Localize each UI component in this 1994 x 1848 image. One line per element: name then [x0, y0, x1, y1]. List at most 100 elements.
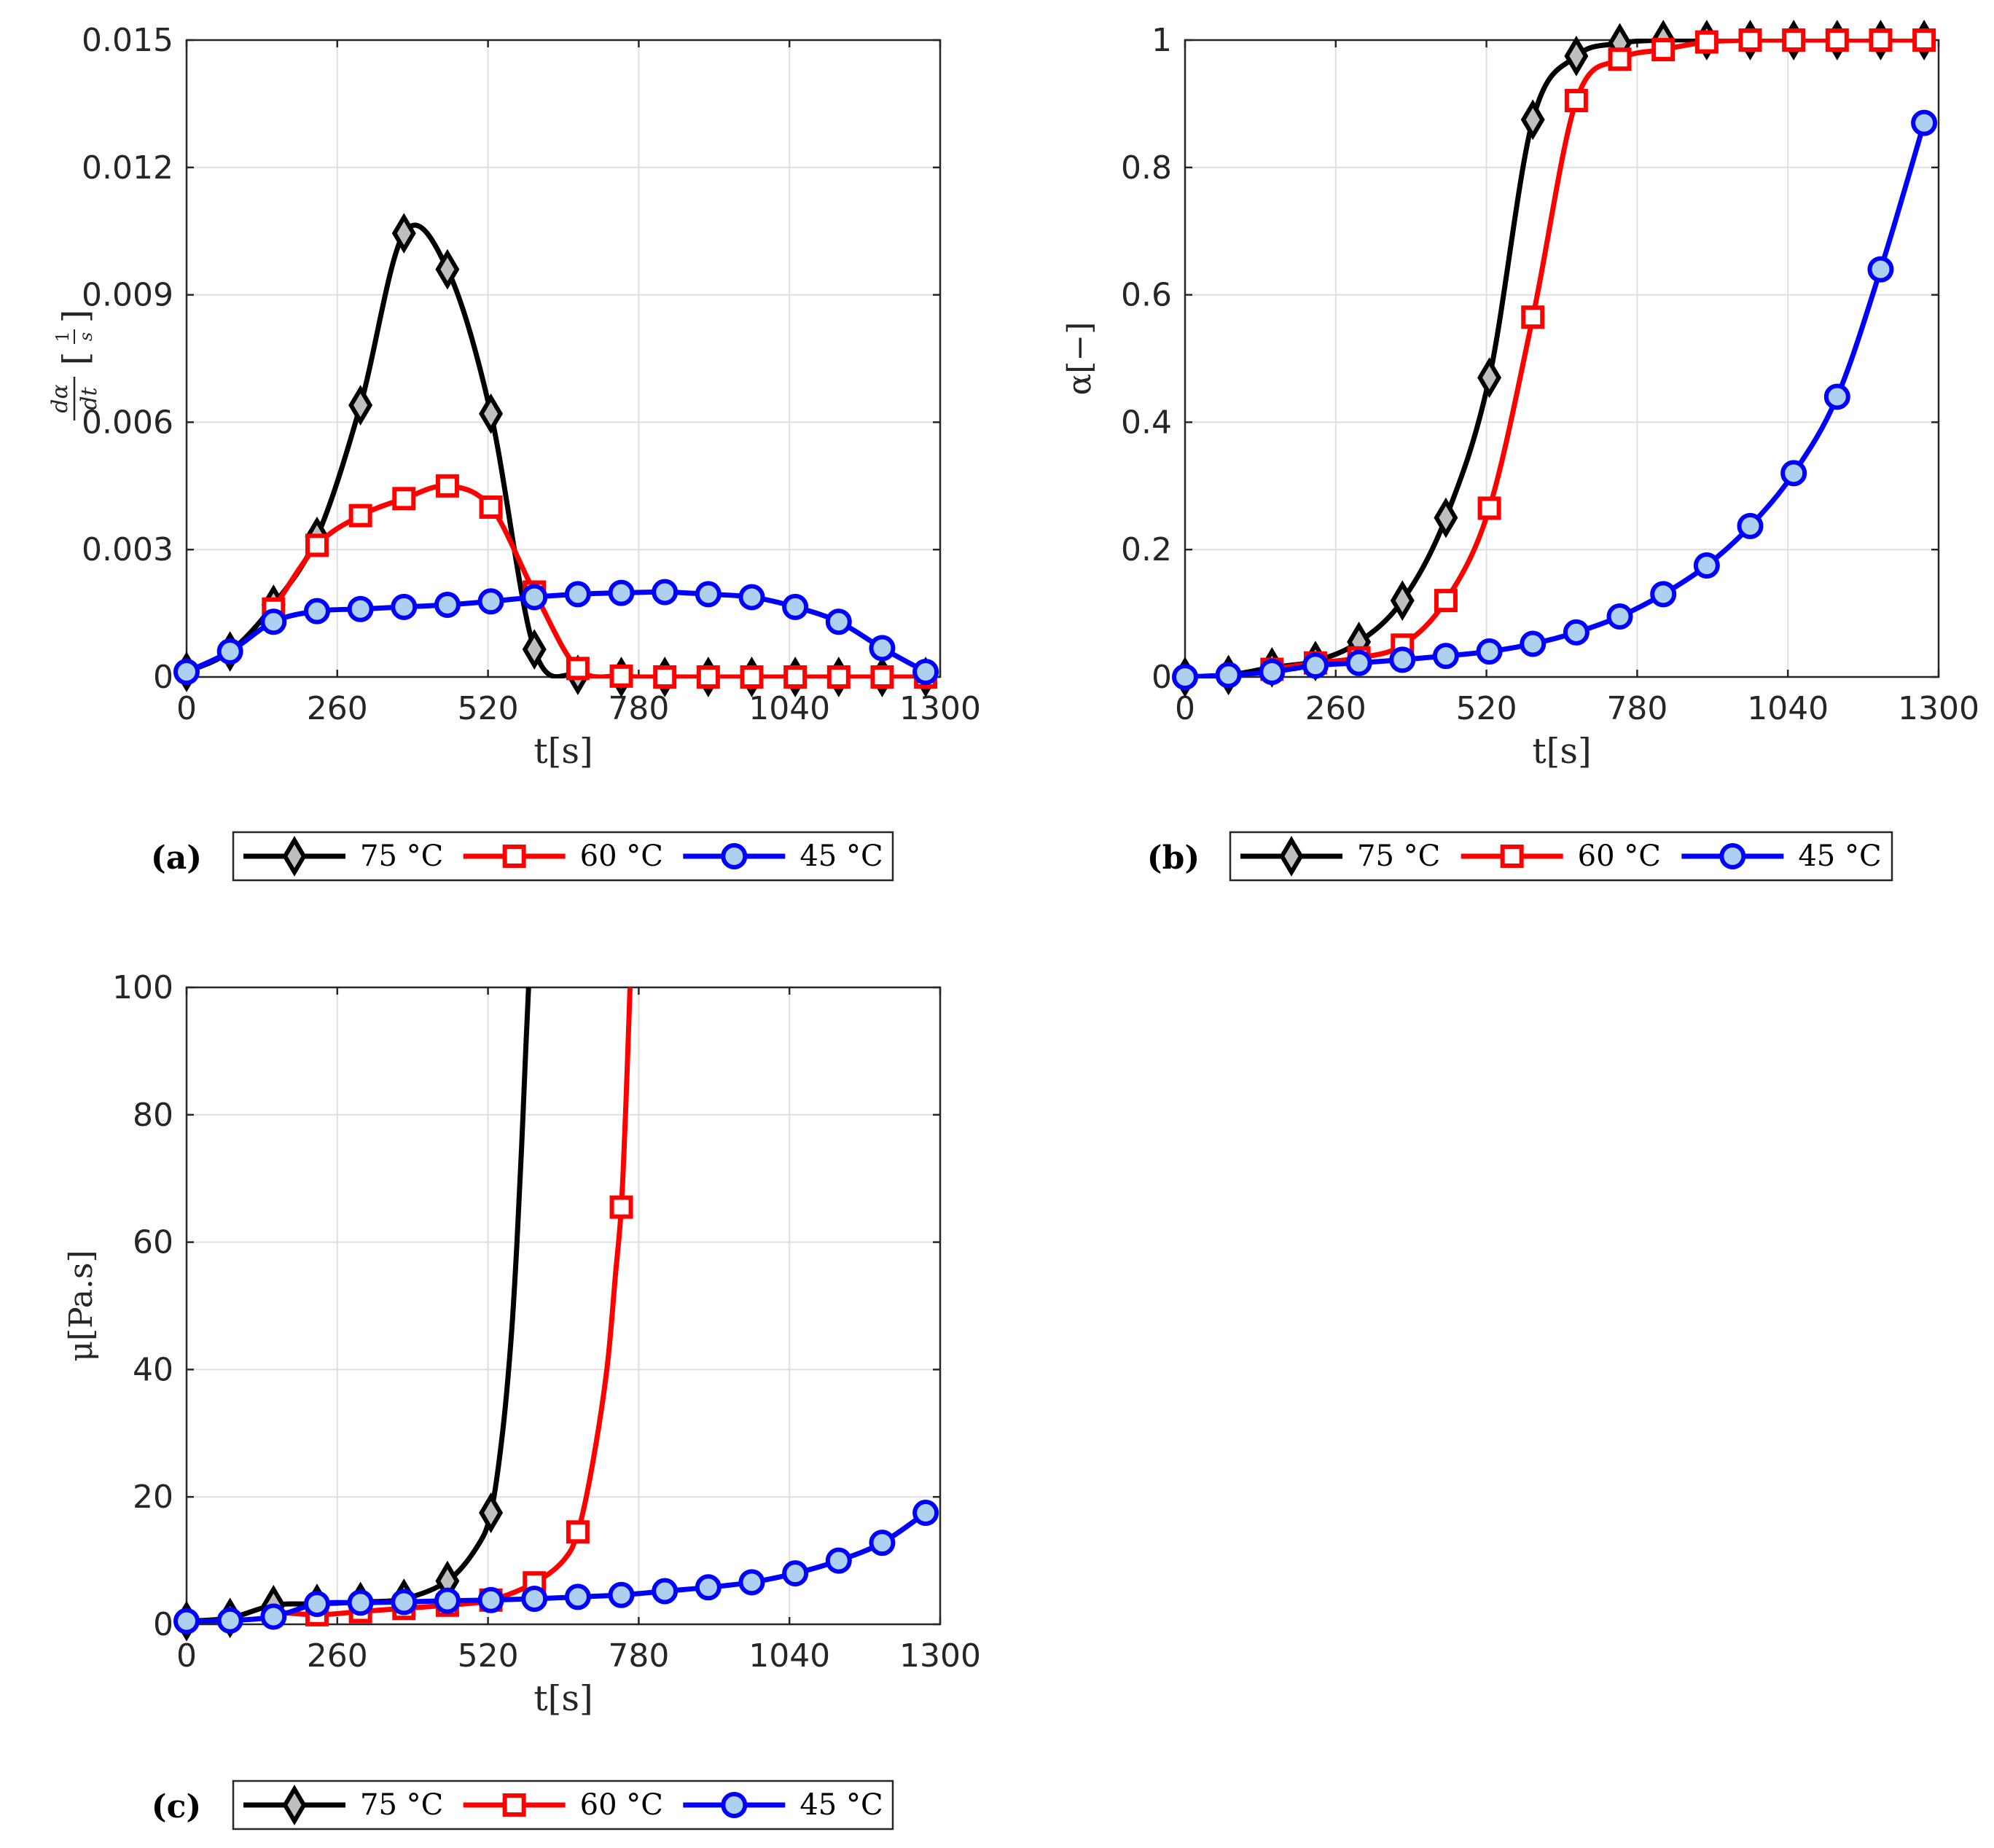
data-point — [521, 1586, 548, 1613]
data-point — [652, 579, 679, 606]
y-tick-label: 40 — [133, 1351, 173, 1388]
data-point — [870, 665, 894, 689]
data-point — [609, 1195, 633, 1219]
data-point — [216, 1607, 243, 1634]
data-point — [348, 504, 372, 528]
data-point — [521, 584, 548, 611]
y-tick-label: 0.2 — [1121, 531, 1172, 568]
data-point — [1477, 357, 1502, 399]
panel-tag: (b) — [1147, 839, 1200, 877]
data-point — [738, 584, 765, 611]
panel-tag: (a) — [151, 839, 202, 877]
axes-frame — [1184, 39, 1940, 678]
legend-marker — [502, 1793, 526, 1817]
y-tick-label: 0.4 — [1121, 404, 1172, 441]
data-point — [305, 533, 329, 557]
data-point — [1737, 512, 1764, 539]
data-point — [1172, 664, 1198, 690]
legend-label: 60 °C — [580, 1788, 663, 1822]
series-1 — [1260, 28, 1936, 681]
grid-lines — [186, 987, 941, 1625]
panel-a: 0 260 520 780 1040 1300 0 0.003 0.006 0.009 0.012 0… — [47, 22, 981, 882]
legend: 75 °C 60 °C 45 °C — [232, 1780, 894, 1831]
data-point — [564, 581, 591, 608]
y-tick-label: 20 — [133, 1479, 173, 1516]
x-tick-label: 780 — [1606, 690, 1667, 727]
data-point — [1608, 47, 1632, 71]
legend-entry: 45 °C — [683, 1788, 883, 1822]
series-0 — [174, 987, 531, 1642]
x-tick-label: 1300 — [1898, 690, 1979, 727]
y-axis-label: dα/dt [1/s]dα dt[1 s] — [47, 310, 102, 420]
data-point — [869, 635, 896, 662]
grid-lines — [1184, 39, 1939, 678]
y-tick-label: 0 — [153, 1606, 173, 1643]
data-point — [1432, 643, 1459, 670]
series-2 — [173, 1500, 939, 1634]
data-point — [1563, 619, 1590, 646]
data-point — [173, 1608, 200, 1634]
data-point — [695, 581, 722, 608]
x-tick-label: 0 — [176, 690, 197, 727]
legend-entry: 60 °C — [463, 839, 663, 873]
x-tick-label: 1040 — [748, 1637, 830, 1675]
x-tick-label: 520 — [1456, 690, 1517, 727]
x-tick-label: 1040 — [1747, 690, 1829, 727]
series-line — [1271, 39, 1925, 672]
data-point — [564, 1583, 591, 1610]
legend-entry: 45 °C — [1681, 839, 1882, 873]
x-axis-label: t[s] — [533, 731, 593, 772]
data-point — [1780, 460, 1807, 487]
y-tick-label: 100 — [112, 969, 173, 1006]
data-point — [435, 474, 459, 498]
data-point — [782, 1560, 809, 1587]
data-point — [695, 1574, 722, 1601]
data-point — [912, 659, 939, 686]
x-axis-label: t[s] — [533, 1678, 593, 1719]
data-point — [1911, 109, 1938, 136]
y-tick-label: 0.015 — [82, 22, 173, 59]
legend-marker — [1279, 836, 1304, 877]
y-tick-label: 1 — [1152, 22, 1172, 59]
data-point — [435, 248, 460, 290]
data-point — [391, 213, 416, 254]
legend: 75 °C 60 °C 45 °C — [1229, 831, 1893, 882]
x-tick-label: 260 — [307, 690, 368, 727]
data-point — [783, 665, 808, 689]
data-point — [348, 385, 373, 426]
data-point — [1520, 630, 1547, 657]
data-point — [479, 495, 503, 519]
data-point — [696, 665, 720, 689]
x-tick-label: 780 — [608, 690, 669, 727]
x-tick-label: 520 — [458, 690, 519, 727]
legend-label: 75 °C — [360, 839, 443, 873]
data-point — [216, 638, 243, 665]
x-tick-label: 260 — [307, 1637, 368, 1675]
series-line — [187, 222, 926, 678]
data-point — [392, 487, 416, 511]
axes-frame — [185, 39, 942, 678]
data-point — [1215, 662, 1242, 689]
data-point — [738, 1569, 765, 1596]
data-point — [260, 1603, 287, 1630]
data-point — [1390, 580, 1415, 622]
data-point — [782, 593, 809, 620]
y-label-bracket-close: ] — [55, 310, 96, 324]
legend-label: 75 °C — [360, 1788, 443, 1822]
data-point — [1651, 38, 1676, 62]
y-axis-label: α[−] — [1061, 322, 1098, 396]
data-point — [1694, 30, 1719, 54]
y-tick-label: 80 — [133, 1097, 173, 1134]
data-point — [1434, 497, 1458, 539]
legend-entry: 75 °C — [1240, 836, 1440, 877]
x-tick-label: 260 — [1305, 690, 1367, 727]
data-point — [1477, 496, 1501, 520]
data-point — [1782, 28, 1806, 52]
legend-marker — [1719, 843, 1746, 869]
x-tick-label: 780 — [608, 1637, 669, 1675]
data-point — [522, 629, 547, 670]
data-point — [1738, 28, 1762, 52]
data-point — [1867, 256, 1894, 283]
y-tick-label: 0 — [153, 659, 173, 696]
data-point — [347, 1589, 374, 1616]
